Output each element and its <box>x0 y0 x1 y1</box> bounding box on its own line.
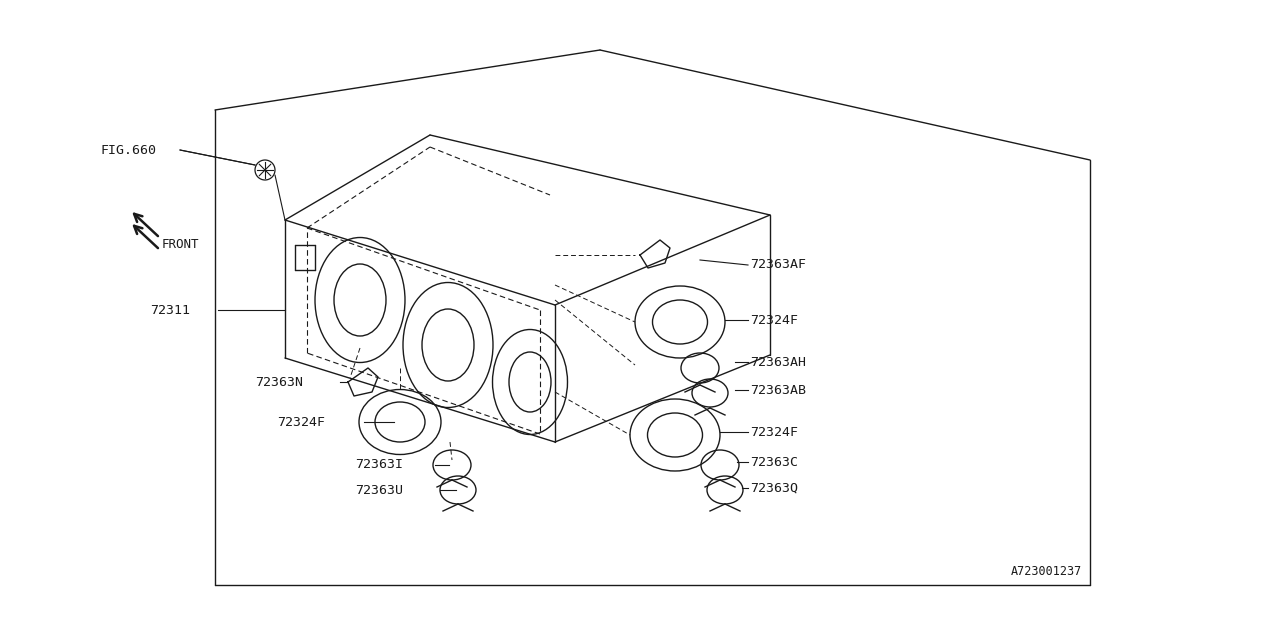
Text: 72363N: 72363N <box>255 376 303 388</box>
Text: 72324F: 72324F <box>750 426 797 438</box>
Text: FRONT: FRONT <box>163 239 200 252</box>
Text: 72363Q: 72363Q <box>750 481 797 495</box>
Text: 72363I: 72363I <box>355 458 403 472</box>
Text: FIG.660: FIG.660 <box>100 143 156 157</box>
Text: 72363AB: 72363AB <box>750 383 806 397</box>
Text: 72363U: 72363U <box>355 483 403 497</box>
Text: A723001237: A723001237 <box>1011 565 1082 578</box>
Text: 72363AF: 72363AF <box>750 259 806 271</box>
Text: 72363AH: 72363AH <box>750 355 806 369</box>
Text: 72363C: 72363C <box>750 456 797 468</box>
Text: 72311: 72311 <box>150 303 189 317</box>
Text: 72324F: 72324F <box>276 415 325 429</box>
Text: 72324F: 72324F <box>750 314 797 326</box>
